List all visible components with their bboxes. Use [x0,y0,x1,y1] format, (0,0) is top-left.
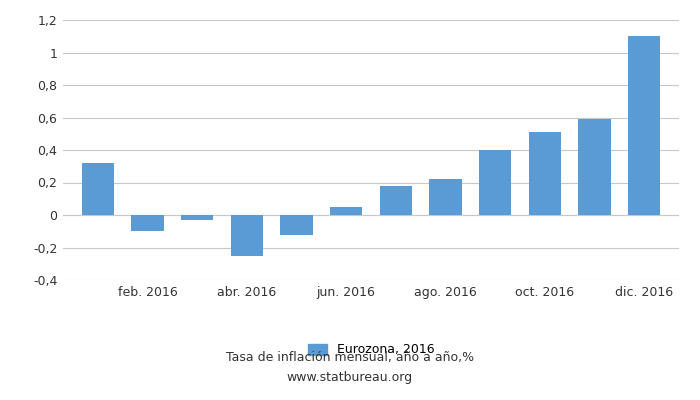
Legend: Eurozona, 2016: Eurozona, 2016 [308,344,434,356]
Bar [330,207,363,215]
Bar [628,36,660,215]
Bar [479,150,511,215]
Text: Tasa de inflación mensual, año a año,%: Tasa de inflación mensual, año a año,% [226,352,474,364]
Bar [578,119,610,215]
Bar [280,215,313,234]
Bar [528,132,561,215]
Bar [231,215,263,256]
Bar [82,163,114,215]
Bar [132,215,164,231]
Text: www.statbureau.org: www.statbureau.org [287,372,413,384]
Bar [379,186,412,215]
Bar [429,179,462,215]
Bar [181,215,214,220]
